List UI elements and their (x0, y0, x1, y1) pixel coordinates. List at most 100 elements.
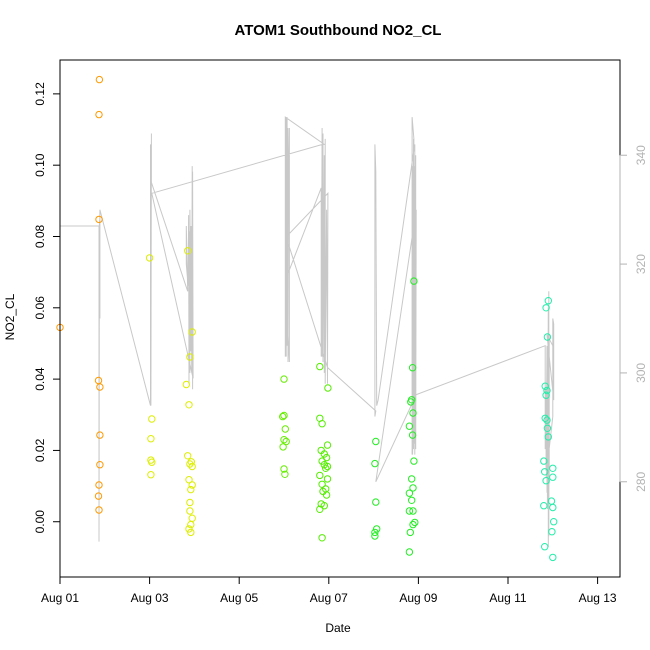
data-point (408, 475, 416, 483)
data-point (549, 473, 557, 481)
data-point (408, 431, 417, 439)
data-point (543, 386, 551, 395)
data-point (185, 525, 193, 533)
data-point (371, 459, 379, 468)
data-point (282, 437, 290, 446)
data-point (542, 391, 550, 399)
data-point (322, 491, 331, 499)
secondary-series-line (60, 116, 555, 548)
data-point (281, 470, 289, 478)
data-point (548, 528, 556, 536)
data-point (550, 518, 558, 526)
data-point (96, 431, 104, 439)
data-point (543, 424, 552, 432)
data-point (409, 507, 417, 515)
y2-tick-label: 300 (634, 363, 648, 383)
data-point (96, 383, 104, 391)
data-point (322, 464, 330, 472)
data-point (280, 465, 288, 473)
data-point (405, 507, 414, 515)
y-tick-label: 0.10 (33, 153, 47, 177)
x-tick-label: Aug 03 (131, 591, 169, 605)
y2-tick-label: 280 (634, 471, 648, 491)
data-point (187, 520, 195, 529)
y2-tick-label: 320 (634, 254, 648, 274)
y-axis-label: NO2_CL (3, 293, 17, 340)
data-point (316, 471, 324, 480)
data-point (409, 484, 417, 492)
data-point (372, 437, 380, 446)
data-point (405, 489, 414, 497)
x-axis-label: Date (325, 621, 351, 635)
data-point (188, 514, 196, 522)
y-axis-left: 0.00 0.02 0.04 0.06 0.08 0.10 0.12 (33, 82, 61, 534)
data-point (371, 528, 379, 537)
data-point (549, 553, 557, 562)
data-point (280, 436, 288, 444)
data-point (541, 543, 549, 551)
data-point (323, 475, 332, 483)
data-point (186, 460, 194, 468)
data-point (279, 443, 287, 451)
data-point (145, 254, 154, 262)
data-point (184, 247, 192, 255)
data-point (95, 75, 104, 84)
data-point (186, 353, 194, 361)
data-point (148, 415, 156, 423)
data-point (182, 380, 191, 389)
data-point (373, 525, 381, 533)
data-point (95, 481, 103, 489)
data-point (185, 476, 193, 484)
data-point (541, 468, 549, 476)
data-point (405, 548, 414, 556)
plot-area-border (59, 59, 621, 578)
data-point (408, 364, 417, 372)
data-point (279, 412, 287, 421)
data-point (407, 398, 415, 406)
data-point (148, 458, 156, 466)
data-point (147, 435, 155, 443)
data-point (543, 416, 551, 424)
y-tick-label: 0.06 (33, 296, 47, 320)
data-point (94, 492, 103, 500)
data-point (323, 441, 332, 449)
data-point (185, 401, 193, 409)
y-axis-right: 280 300 320 340 (619, 145, 648, 492)
data-point (95, 110, 103, 119)
data-point (549, 464, 557, 472)
data-point (95, 215, 103, 224)
data-point (188, 481, 196, 489)
data-point (95, 506, 103, 514)
data-point (318, 420, 326, 428)
data-point (281, 425, 289, 433)
data-point (405, 422, 414, 430)
data-point (410, 457, 418, 465)
data-point (186, 507, 194, 515)
data-point (409, 520, 417, 529)
data-point (316, 362, 324, 371)
x-tick-label: Aug 13 (579, 591, 617, 605)
data-point (324, 384, 332, 392)
data-point (96, 461, 104, 469)
data-point (187, 458, 196, 466)
data-point (322, 453, 331, 462)
chart-title: ATOM1 Southbound NO2_CL (235, 22, 442, 39)
data-point (316, 505, 324, 513)
data-point (371, 532, 379, 540)
y-tick-label: 0.00 (33, 510, 47, 534)
data-point (541, 382, 549, 390)
x-tick-label: Aug 11 (489, 591, 526, 605)
data-point (541, 414, 549, 422)
data-point (320, 450, 328, 458)
data-point (280, 411, 288, 420)
data-point (184, 452, 192, 460)
data-point (187, 485, 195, 494)
data-point (147, 471, 155, 479)
data-point (549, 503, 557, 512)
x-tick-label: Aug 09 (399, 591, 437, 605)
x-axis: Aug 01 Aug 03 Aug 05 Aug 07 Aug 09 Aug 11 Aug … (41, 576, 617, 605)
data-point-layer (56, 75, 558, 562)
data-point (372, 498, 380, 506)
data-point (186, 498, 194, 507)
